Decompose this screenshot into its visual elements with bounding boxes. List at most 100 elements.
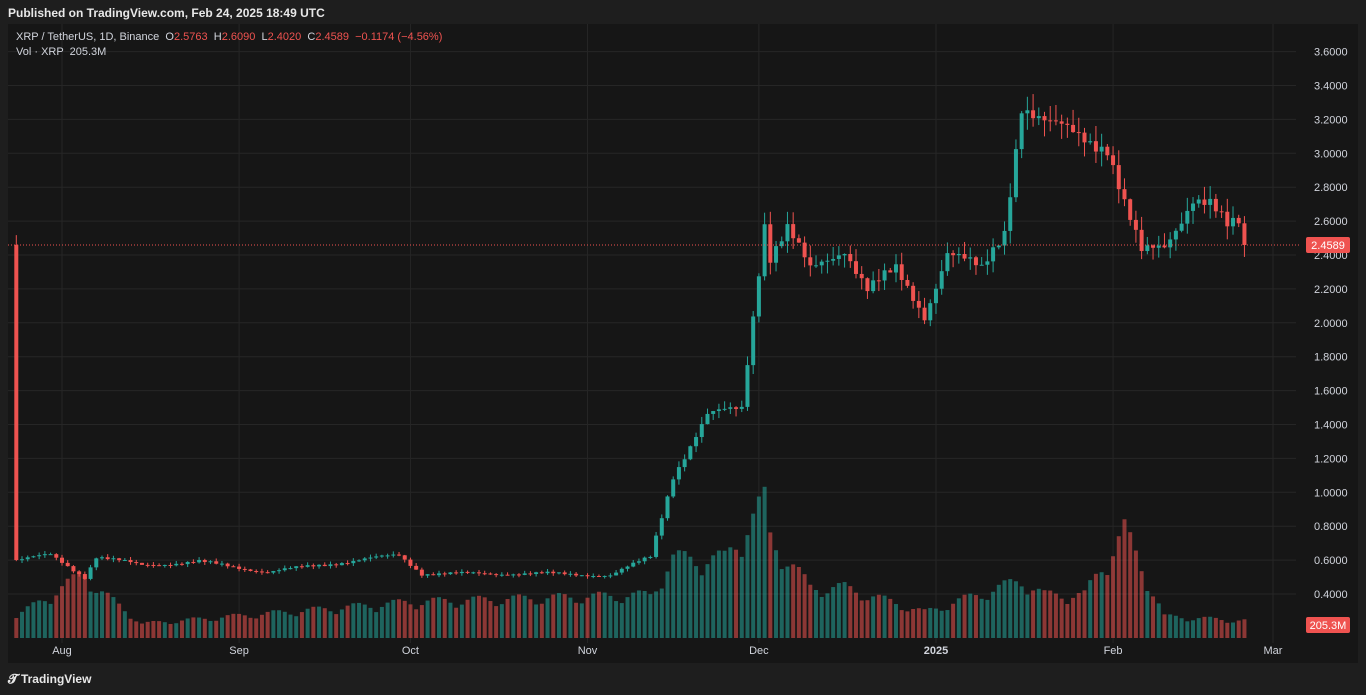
volume-bar	[928, 607, 933, 638]
volume-bar	[734, 549, 739, 638]
brand-name: TradingView	[20, 672, 92, 686]
volume-bar	[299, 612, 304, 638]
volume-bar	[1168, 614, 1173, 638]
volume-bar	[859, 600, 864, 638]
candle-body	[1168, 239, 1173, 248]
volume-bar	[614, 601, 619, 638]
candle-body	[197, 560, 202, 563]
volume-bar	[676, 550, 681, 638]
candle-body	[1139, 229, 1144, 252]
volume-bar	[1042, 590, 1047, 638]
candle-body	[145, 564, 150, 566]
volume-bar	[642, 591, 647, 638]
candle-body	[139, 562, 144, 565]
high-label: H	[213, 31, 222, 43]
volume-bar	[1122, 519, 1127, 638]
candle-body	[1173, 230, 1178, 240]
candle-body	[979, 264, 984, 266]
candle-body	[956, 254, 961, 256]
volume-bar	[397, 599, 402, 638]
candle-body	[1082, 132, 1087, 143]
candle-body	[1208, 198, 1213, 205]
candle-body	[482, 573, 487, 575]
candle-body	[922, 307, 927, 321]
volume-bar	[94, 592, 99, 638]
candle-body	[1116, 165, 1121, 190]
candle-body	[636, 561, 641, 563]
candle-body	[596, 576, 601, 578]
candle-body	[1236, 217, 1241, 224]
volume-bar	[1116, 536, 1121, 638]
candle-body	[1042, 116, 1047, 121]
volume-bar	[265, 611, 270, 638]
volume-bar	[442, 598, 447, 638]
volume-bar	[1139, 571, 1144, 638]
candle-body	[916, 300, 921, 308]
volume-bar	[77, 573, 82, 638]
volume-bar	[1219, 620, 1224, 638]
candle-body	[734, 407, 739, 409]
candle-body	[1122, 189, 1127, 200]
candle-body	[1099, 146, 1104, 152]
candle-body	[591, 576, 596, 578]
candle-body	[442, 573, 447, 575]
candle-body	[688, 446, 693, 460]
volume-bar	[1059, 598, 1064, 638]
candle-body	[802, 242, 807, 258]
candle-body	[117, 558, 122, 561]
candle-body	[659, 518, 664, 536]
candle-body	[756, 276, 761, 317]
candle-body	[796, 238, 801, 243]
candle-body	[973, 257, 978, 266]
open-value: 2.5763	[173, 31, 208, 43]
candle-body	[876, 280, 881, 282]
candle-body	[848, 254, 853, 262]
candle-body	[505, 574, 510, 576]
x-tick-label: Nov	[578, 645, 598, 657]
volume-bar	[345, 605, 350, 638]
candle-body	[665, 496, 670, 519]
candle-body	[414, 565, 419, 570]
candle-body	[551, 571, 556, 574]
candle-body	[362, 558, 367, 561]
candle-body	[459, 571, 464, 574]
tradingview-brand[interactable]: 𝓣 TradingView	[8, 671, 91, 687]
close-label: C	[307, 31, 316, 43]
y-tick-label: 3.2000	[1314, 114, 1348, 126]
candle-body	[202, 560, 207, 563]
candle-body	[42, 554, 47, 556]
volume-bar	[248, 617, 253, 638]
volume-bar	[179, 620, 184, 638]
candle-body	[1213, 198, 1218, 212]
volume-bar	[414, 609, 419, 638]
candle-body	[162, 564, 167, 566]
candle-body	[539, 572, 544, 574]
volume-bar	[534, 604, 539, 638]
x-tick-label: Dec	[749, 645, 769, 657]
volume-legend: Vol · XRP 205.3M	[16, 46, 106, 58]
volume-bar	[739, 556, 744, 638]
volume-bar	[562, 594, 567, 638]
candle-body	[631, 562, 636, 567]
candle-body	[579, 575, 584, 577]
volume-bar	[294, 616, 299, 638]
volume-bar	[145, 621, 150, 638]
candle-body	[962, 254, 967, 259]
candle-body	[1196, 199, 1201, 204]
candle-body	[282, 568, 287, 571]
candle-body	[402, 555, 407, 560]
candle-body	[1031, 110, 1036, 119]
volume-bar	[539, 603, 544, 638]
candle-body	[174, 563, 179, 566]
volume-bar	[391, 599, 396, 638]
volume-bar	[488, 601, 493, 638]
volume-bar	[825, 593, 830, 638]
volume-bar	[357, 602, 362, 638]
candle-body	[1071, 124, 1076, 133]
volume-bar	[682, 551, 687, 638]
volume-bar	[214, 620, 219, 638]
candle-body	[111, 558, 116, 560]
candle-body	[191, 561, 196, 563]
top-bar: Published on TradingView.com, Feb 24, 20…	[0, 0, 1366, 24]
